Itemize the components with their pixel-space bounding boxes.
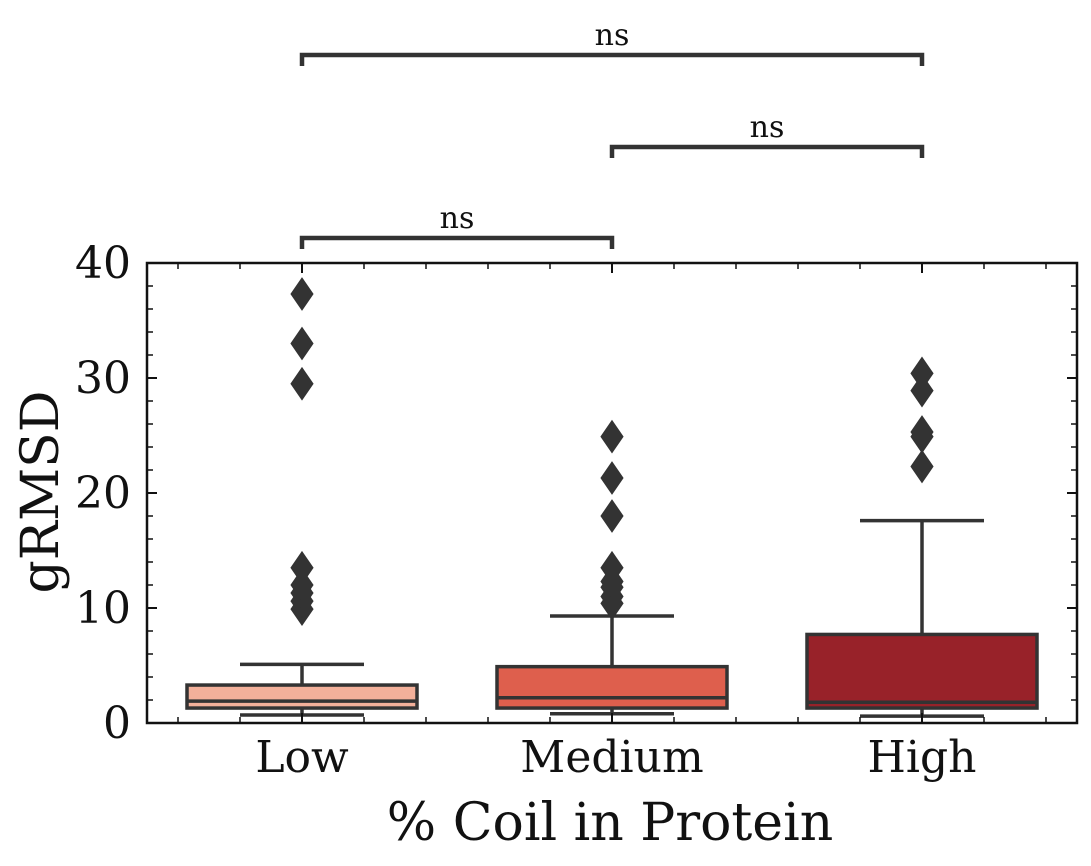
y-tick-label: 40: [75, 238, 131, 289]
y-tick-label: 30: [75, 353, 131, 404]
significance-label: ns: [595, 18, 630, 53]
y-axis-label: gRMSD: [11, 391, 71, 594]
outlier-point: [290, 568, 314, 602]
significance-label: ns: [440, 201, 475, 236]
outlier-point: [290, 277, 314, 311]
y-tick-label: 20: [75, 468, 131, 519]
outlier-point: [600, 419, 624, 454]
y-tick-label: 10: [75, 583, 131, 634]
outlier-point: [910, 449, 934, 484]
significance-label: ns: [750, 110, 785, 145]
outlier-point: [290, 326, 314, 361]
outlier-point: [290, 366, 314, 401]
plot-area: [185, 277, 1039, 718]
y-tick-label: 0: [103, 698, 131, 749]
outlier-point: [600, 550, 624, 585]
bracket-line: [299, 235, 615, 249]
box-high: [805, 356, 1039, 718]
outlier-point: [290, 550, 314, 585]
outlier-point: [600, 461, 624, 495]
outlier-point: [600, 499, 624, 533]
x-axis-label: % Coil in Protein: [387, 793, 833, 853]
box-iqr: [185, 683, 419, 710]
box-iqr: [805, 632, 1039, 710]
significance-brackets: ns ns ns: [299, 18, 925, 249]
box-medium: [495, 419, 729, 716]
significance-bracket: ns: [299, 201, 615, 249]
x-tick-label: Low: [255, 732, 349, 783]
outlier-point: [910, 373, 934, 408]
significance-bracket: ns: [609, 110, 925, 158]
axes: 0 10 20 30 40 Low Medium High: [75, 238, 1079, 783]
outlier-point: [910, 356, 934, 391]
x-tick-label: High: [868, 732, 977, 783]
x-tick-label: Medium: [520, 732, 703, 783]
significance-bracket: ns: [299, 18, 925, 66]
outlier-point: [910, 415, 934, 449]
box-low: [185, 277, 419, 717]
bracket-line: [299, 52, 925, 66]
bracket-line: [609, 144, 925, 158]
box-iqr: [495, 664, 729, 710]
